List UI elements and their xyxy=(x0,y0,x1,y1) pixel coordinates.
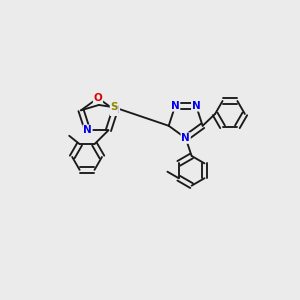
Text: N: N xyxy=(111,105,119,115)
Text: N: N xyxy=(171,101,180,111)
Text: S: S xyxy=(111,102,118,112)
Text: N: N xyxy=(83,125,92,135)
Text: O: O xyxy=(94,93,102,103)
Text: N: N xyxy=(192,101,200,111)
Text: N: N xyxy=(181,133,190,143)
